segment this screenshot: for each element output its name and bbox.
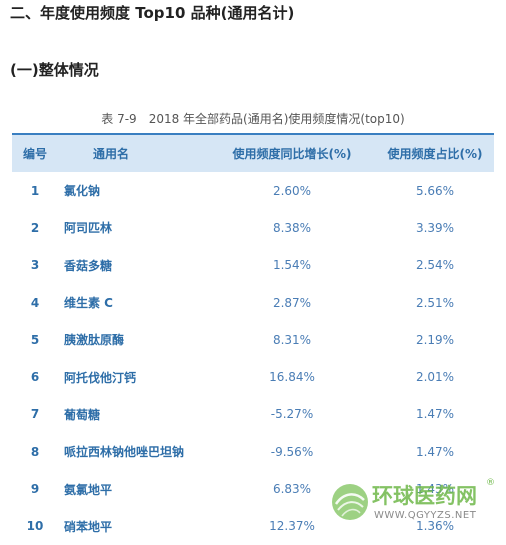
table-row: 4 维生素 C 2.87% 2.51%: [12, 284, 494, 321]
growth-value: 1.54%: [272, 258, 312, 273]
registered-mark: ®: [486, 478, 495, 488]
table-row: 10 硝苯地平 12.37% 1.36%: [12, 508, 494, 545]
drug-name: 香菇多糖: [64, 258, 113, 273]
drug-name: 阿司匹林: [64, 221, 113, 236]
drug-name: 阿托伐他汀钙: [64, 370, 137, 385]
share-value: 1.36%: [415, 519, 455, 534]
row-number: 1: [30, 183, 40, 198]
growth-value: -9.56%: [270, 444, 314, 459]
table-row: 1 氯化钠 2.60% 5.66%: [12, 172, 494, 209]
drug-name: 哌拉西林钠他唑巴坦钠: [64, 445, 185, 460]
table-row: 9 氨氯地平 6.83% 1.43%: [12, 470, 494, 507]
growth-value: 8.38%: [272, 220, 312, 235]
table-header-row: 编号 通用名 使用频度同比增长(%) 使用频度占比(%): [12, 135, 494, 172]
drug-name: 维生素 C: [64, 296, 113, 311]
share-value: 2.54%: [415, 258, 455, 273]
drug-name: 葡萄糖: [64, 407, 101, 422]
share-value: 2.19%: [415, 332, 455, 347]
table-row: 3 香菇多糖 1.54% 2.54%: [12, 247, 494, 284]
share-value: 1.43%: [415, 482, 455, 497]
growth-value: 12.37%: [269, 519, 315, 534]
drug-name: 胰激肽原酶: [64, 333, 125, 348]
growth-value: 8.31%: [272, 332, 312, 347]
globe-leaf-logo-icon: [332, 484, 368, 520]
subsection-heading: (一)整体情况: [10, 61, 99, 79]
row-number: 9: [30, 482, 40, 497]
share-value: 3.39%: [415, 220, 455, 235]
growth-value: 2.60%: [272, 183, 312, 198]
row-number: 7: [30, 407, 40, 422]
table-row: 8 哌拉西林钠他唑巴坦钠 -9.56% 1.47%: [12, 433, 494, 470]
row-number: 2: [30, 220, 40, 235]
watermark-url: WWW.QGYYZS.NET: [374, 510, 477, 521]
share-value: 1.47%: [415, 407, 455, 422]
growth-value: -5.27%: [270, 407, 314, 422]
row-number: 5: [30, 332, 40, 347]
row-number: 10: [26, 519, 44, 534]
growth-value: 16.84%: [269, 370, 315, 385]
drug-name: 氨氯地平: [64, 482, 113, 497]
growth-value: 6.83%: [272, 482, 312, 497]
table-row: 7 葡萄糖 -5.27% 1.47%: [12, 396, 494, 433]
column-header-name: 通用名: [92, 147, 129, 161]
share-value: 1.47%: [415, 444, 455, 459]
table-row: 2 阿司匹林 8.38% 3.39%: [12, 209, 494, 246]
share-value: 2.51%: [415, 295, 455, 310]
column-header-share: 使用频度占比(%): [387, 147, 483, 161]
row-number: 4: [30, 295, 40, 310]
section-heading: 二、年度使用频度 Top10 品种(通用名计): [10, 4, 295, 22]
row-number: 8: [30, 444, 40, 459]
row-number: 3: [30, 258, 40, 273]
column-header-no: 编号: [22, 147, 47, 161]
row-number: 6: [30, 370, 40, 385]
watermark-brand: 环球医药网: [372, 484, 477, 508]
table-top-rule: [12, 133, 494, 135]
share-value: 5.66%: [415, 183, 455, 198]
column-header-growth: 使用频度同比增长(%): [232, 147, 352, 161]
table-row: 5 胰激肽原酶 8.31% 2.19%: [12, 321, 494, 358]
drug-name: 氯化钠: [64, 184, 101, 199]
watermark: 环球医药网 ® WWW.QGYYZS.NET: [330, 478, 500, 528]
growth-value: 2.87%: [272, 295, 312, 310]
table-caption: 表 7-9 2018 年全部药品(通用名)使用频度情况(top10): [101, 112, 405, 126]
share-value: 2.01%: [415, 370, 455, 385]
drug-name: 硝苯地平: [64, 519, 113, 534]
table-row: 6 阿托伐他汀钙 16.84% 2.01%: [12, 359, 494, 396]
